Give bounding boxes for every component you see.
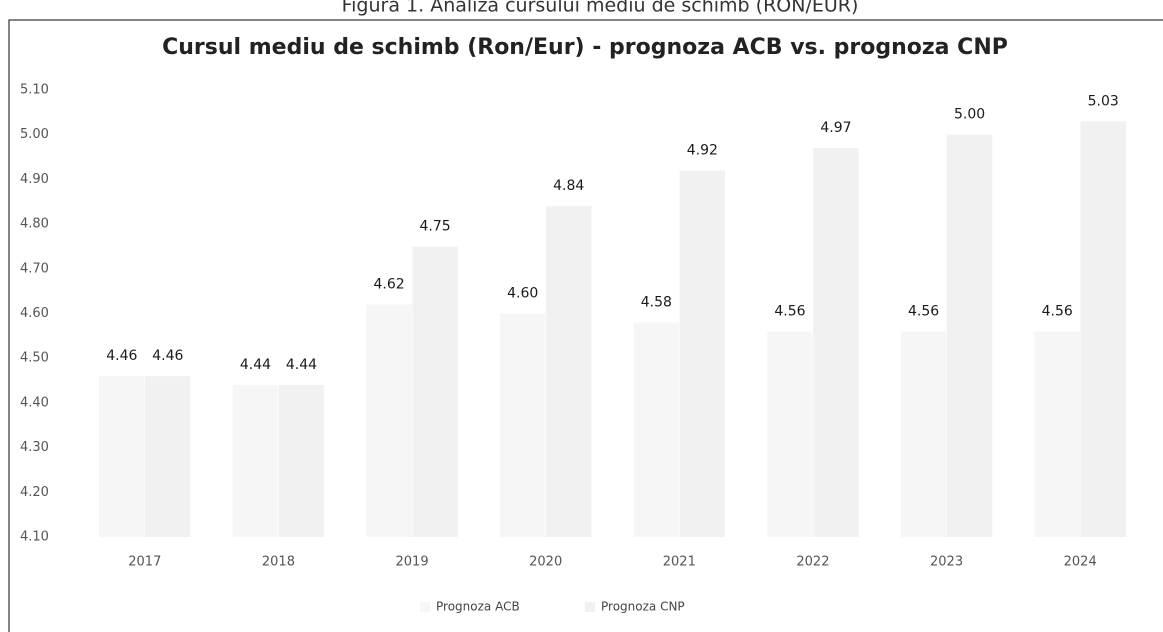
data-label: 4.56 xyxy=(908,303,939,319)
data-label: 4.44 xyxy=(286,357,317,373)
data-label: 4.44 xyxy=(240,357,271,373)
data-label: 4.75 xyxy=(419,218,450,234)
bar xyxy=(366,304,412,537)
y-tick-label: 4.10 xyxy=(20,530,49,545)
bar xyxy=(1034,331,1080,537)
y-tick-label: 4.30 xyxy=(20,440,49,455)
figure-caption: Figura 1. Analiza cursului mediu de schi… xyxy=(342,0,859,17)
x-tick-label: 2018 xyxy=(262,555,295,570)
data-label: 4.92 xyxy=(687,142,718,158)
y-tick-label: 4.80 xyxy=(20,217,49,232)
data-label: 4.97 xyxy=(820,120,851,136)
data-label: 4.56 xyxy=(774,303,805,319)
bar xyxy=(813,148,859,538)
legend-label: Prognoza ACB xyxy=(436,600,520,614)
legend-swatch xyxy=(585,602,595,612)
y-tick-label: 4.40 xyxy=(20,395,49,410)
y-tick-label: 4.60 xyxy=(20,306,49,321)
bar xyxy=(679,170,726,537)
data-label: 5.00 xyxy=(954,107,985,123)
bar xyxy=(278,385,325,537)
y-tick-label: 4.50 xyxy=(20,351,49,366)
bar xyxy=(99,376,145,537)
bar xyxy=(145,376,191,537)
x-tick-label: 2024 xyxy=(1064,555,1097,570)
data-label: 4.62 xyxy=(373,277,404,293)
bar xyxy=(946,134,993,537)
data-label: 5.03 xyxy=(1088,93,1119,109)
x-tick-label: 2019 xyxy=(396,555,429,570)
x-tick-label: 2021 xyxy=(663,555,696,570)
legend-label: Prognoza CNP xyxy=(601,600,685,614)
bar xyxy=(412,246,458,537)
data-label: 4.46 xyxy=(106,348,137,364)
data-label: 4.46 xyxy=(152,348,183,364)
y-tick-label: 4.70 xyxy=(20,261,49,276)
data-label: 4.56 xyxy=(1042,303,1073,319)
x-tick-label: 2023 xyxy=(930,555,963,570)
chart-frame xyxy=(8,19,1163,632)
data-label: 4.60 xyxy=(507,286,538,302)
bar xyxy=(633,322,680,537)
bar xyxy=(767,331,813,537)
x-tick-label: 2017 xyxy=(128,555,161,570)
x-tick-label: 2020 xyxy=(529,555,562,570)
bar xyxy=(545,206,592,537)
y-tick-label: 4.90 xyxy=(20,172,49,187)
data-label: 4.84 xyxy=(553,178,584,194)
y-tick-label: 5.00 xyxy=(20,127,49,142)
bar xyxy=(1080,121,1126,537)
chart-title: Cursul mediu de schimb (Ron/Eur) - progn… xyxy=(162,35,1008,60)
bar xyxy=(499,313,546,537)
bar xyxy=(900,331,947,537)
data-label: 4.58 xyxy=(641,294,672,310)
y-tick-label: 5.10 xyxy=(20,83,49,98)
x-tick-label: 2022 xyxy=(796,555,829,570)
bar xyxy=(232,385,279,537)
y-tick-label: 4.20 xyxy=(20,485,49,500)
legend-swatch xyxy=(420,602,430,612)
